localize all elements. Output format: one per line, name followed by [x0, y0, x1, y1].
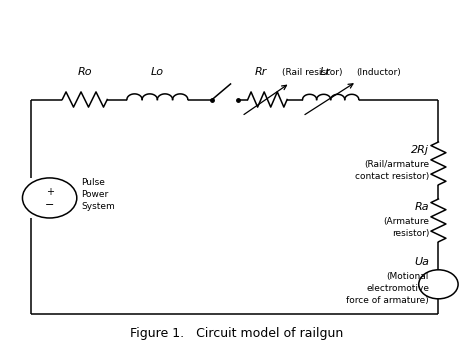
- Text: Lo: Lo: [151, 67, 164, 77]
- Text: +: +: [46, 187, 54, 197]
- Text: Figure 1.   Circuit model of railgun: Figure 1. Circuit model of railgun: [130, 326, 344, 339]
- Text: (Rail resistor): (Rail resistor): [283, 68, 343, 77]
- Text: Lr: Lr: [319, 67, 330, 77]
- Text: Pulse
Power
System: Pulse Power System: [82, 178, 115, 211]
- Text: Ro: Ro: [78, 67, 92, 77]
- Text: −: −: [45, 200, 55, 210]
- Text: Ra: Ra: [414, 202, 429, 212]
- Text: (Rail/armature
contact resistor): (Rail/armature contact resistor): [355, 160, 429, 181]
- Text: (Armature
resistor): (Armature resistor): [383, 217, 429, 238]
- Text: Rr: Rr: [254, 67, 266, 77]
- Text: (Inductor): (Inductor): [356, 68, 401, 77]
- Text: Ua: Ua: [414, 257, 429, 267]
- Text: (Motional
electromotive
force of armature): (Motional electromotive force of armatur…: [346, 272, 429, 305]
- Text: 2Rj: 2Rj: [411, 145, 429, 155]
